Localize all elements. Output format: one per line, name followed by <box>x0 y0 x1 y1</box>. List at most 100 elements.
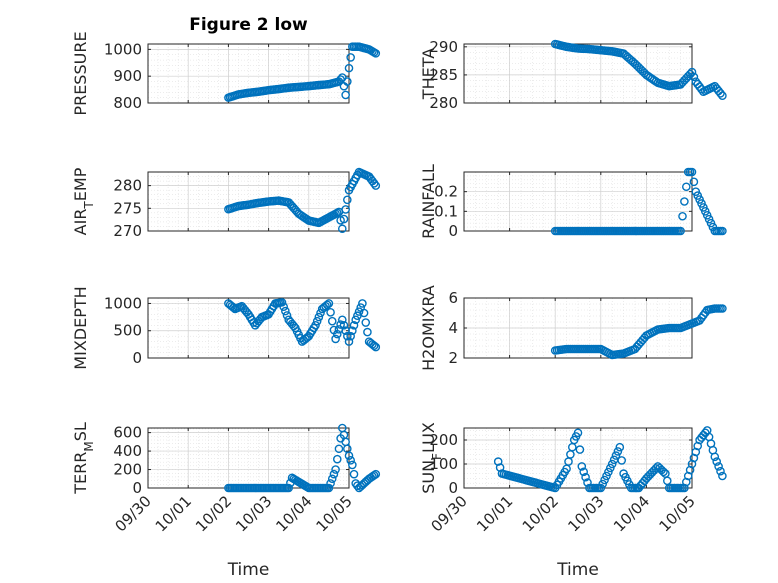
y-axis-label: AIRTEMP <box>71 167 96 235</box>
data-marker <box>718 471 727 481</box>
data-marker <box>349 469 359 479</box>
data-marker <box>327 474 337 484</box>
data-marker <box>683 471 693 481</box>
data-marker <box>689 453 699 463</box>
data-marker <box>687 167 697 177</box>
y-tick-label: 100 <box>429 455 458 473</box>
y-tick-label: 200 <box>429 431 458 449</box>
data-marker <box>579 467 589 477</box>
x-axis-label: Time <box>556 560 599 580</box>
y-axis-label: THETA <box>419 48 438 100</box>
data-marker <box>596 483 606 493</box>
data-marker <box>358 299 367 308</box>
x-tick-label: 10/05 <box>656 492 699 535</box>
data-marker <box>604 467 613 477</box>
x-tick-label: 10/01 <box>473 492 516 535</box>
data-marker <box>329 469 339 479</box>
data-marker <box>714 462 723 471</box>
data-marker <box>359 308 369 318</box>
x-tick-label: 10/04 <box>610 492 653 535</box>
y-tick-label: 270 <box>113 222 142 240</box>
y-tick-label: 0.1 <box>434 202 458 220</box>
subplot-air-temp: 270 275 280 AIRTEMP <box>71 167 381 240</box>
data-marker <box>343 331 352 341</box>
data-marker <box>334 444 344 454</box>
x-tick-label: 10/03 <box>564 492 607 535</box>
y-tick-label: 280 <box>429 94 458 112</box>
y-tick-label: 285 <box>429 66 458 84</box>
data-marker <box>581 472 590 482</box>
y-tick-label: 600 <box>113 424 142 442</box>
data-marker <box>337 315 347 325</box>
y-label-part: AIR <box>71 209 90 236</box>
x-tick-label: 10/02 <box>519 492 562 535</box>
data-marker <box>311 320 320 330</box>
data-marker <box>331 465 340 474</box>
data-marker <box>312 316 322 326</box>
subplot-h2omixra: 2 4 6 H2OMIXRA <box>419 285 727 371</box>
y-tick-label: 275 <box>113 199 142 217</box>
y-tick-label: 4 <box>448 319 458 337</box>
y-axis-label: RAINFALL <box>419 164 438 239</box>
data-marker <box>351 315 361 325</box>
data-marker <box>371 181 381 190</box>
data-marker <box>327 316 337 326</box>
x-axis-label: Time <box>227 560 270 580</box>
x-tick-label: 10/03 <box>232 492 275 535</box>
data-marker <box>495 463 505 472</box>
data-marker <box>718 304 727 313</box>
data-marker <box>371 342 381 352</box>
subplot-pressure: 800 900 1000 PRESSURE <box>71 31 381 116</box>
x-tick-label: 10/02 <box>192 492 235 535</box>
figure-title: Figure 2 low <box>189 15 308 35</box>
data-marker <box>332 454 342 464</box>
data-marker <box>598 479 608 489</box>
data-marker <box>685 465 695 475</box>
y-label-subscript: F <box>430 453 444 460</box>
data-marker <box>687 67 697 77</box>
y-tick-label: 500 <box>113 322 142 340</box>
data-marker <box>712 457 722 466</box>
y-tick-label: 290 <box>429 38 458 56</box>
y-tick-label: 900 <box>113 67 142 85</box>
data-marker <box>689 72 699 82</box>
y-axis-label: PRESSURE <box>71 31 90 115</box>
data-marker <box>687 459 697 469</box>
data-marker <box>663 476 672 486</box>
data-marker <box>606 463 615 473</box>
data-marker <box>354 307 364 316</box>
y-tick-label: 0 <box>448 222 458 240</box>
x-tick-label: 10/01 <box>152 492 195 535</box>
data-marker <box>326 308 335 317</box>
data-marker <box>611 451 621 460</box>
data-marker <box>348 326 357 336</box>
data-marker <box>651 464 661 473</box>
data-marker <box>676 226 685 236</box>
data-marker <box>344 63 354 73</box>
data-marker <box>337 224 347 234</box>
data-marker <box>284 483 294 493</box>
data-marker <box>341 205 350 214</box>
data-marker <box>363 327 372 337</box>
axes-box <box>147 43 350 104</box>
data-marker <box>349 320 359 330</box>
data-marker <box>344 337 354 346</box>
data-marker <box>577 462 587 471</box>
y-tick-label: 200 <box>113 461 142 479</box>
data-marker <box>600 475 609 485</box>
data-marker <box>716 89 725 98</box>
y-tick-label: 0 <box>132 479 142 497</box>
data-marker <box>314 312 324 322</box>
data-marker <box>607 459 617 469</box>
y-tick-label: 1000 <box>104 294 142 312</box>
y-tick-label: 2 <box>448 349 458 367</box>
y-axis-label: H2OMIXRA <box>419 285 438 371</box>
data-marker <box>573 428 583 438</box>
data-marker <box>346 456 355 465</box>
data-marker <box>617 456 627 465</box>
data-marker <box>279 302 288 312</box>
data-marker <box>718 91 727 100</box>
